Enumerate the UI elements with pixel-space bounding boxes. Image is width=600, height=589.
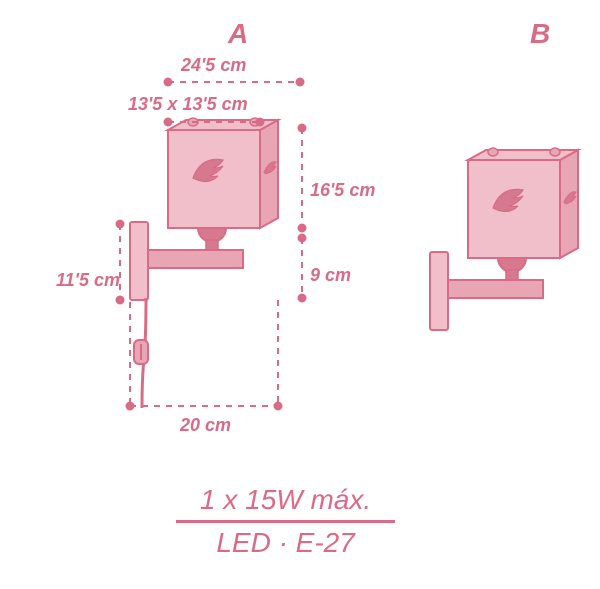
spec-block: 1 x 15W máx. LED · E-27	[176, 480, 395, 559]
dim-projection: 20 cm	[180, 415, 231, 436]
dim-shade-base: 13'5 x 13'5 cm	[128, 94, 248, 115]
wall-lamp	[130, 118, 278, 408]
dim-wall-plate-h: 11'5 cm	[56, 270, 120, 291]
wall-lamp	[430, 148, 578, 330]
dim-top-depth: 24'5 cm	[181, 55, 246, 76]
dim-bracket-drop: 9 cm	[310, 265, 351, 286]
variant-a-label: A	[228, 18, 248, 50]
spec-power: 1 x 15W máx.	[176, 480, 395, 523]
dim-shade-height: 16'5 cm	[310, 180, 375, 201]
spec-socket: LED · E-27	[176, 523, 395, 559]
variant-b-label: B	[530, 18, 550, 50]
